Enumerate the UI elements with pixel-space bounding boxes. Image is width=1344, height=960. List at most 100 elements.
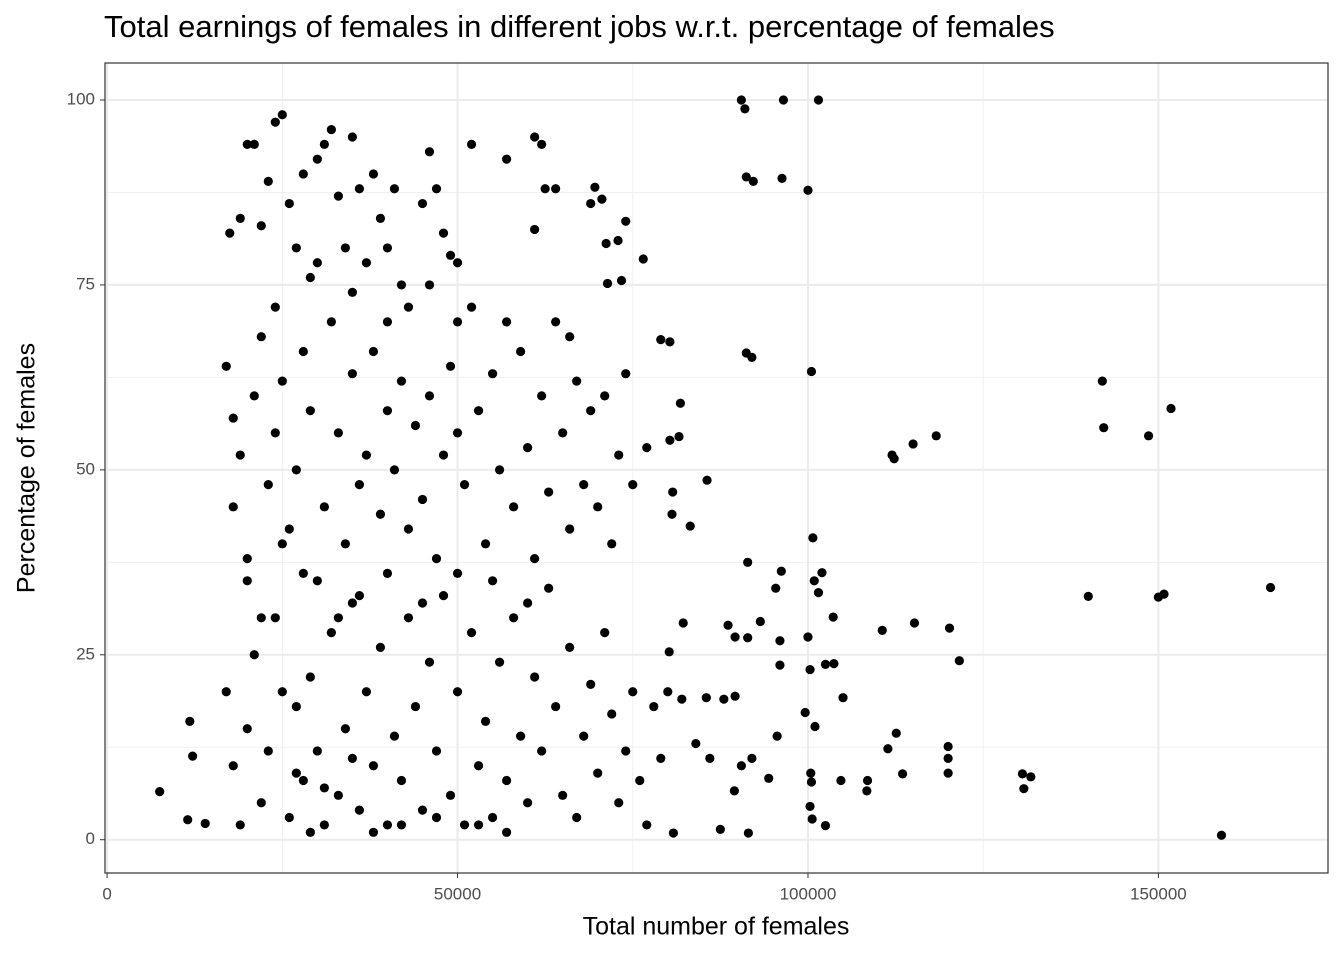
point: [368, 761, 379, 771]
point: [586, 198, 596, 209]
point: [256, 332, 266, 342]
point: [312, 746, 322, 756]
point: [382, 406, 393, 416]
point: [743, 557, 753, 567]
point: [319, 139, 329, 149]
point: [183, 815, 193, 825]
point: [188, 751, 198, 761]
point: [579, 731, 589, 741]
point: [523, 443, 533, 453]
point: [678, 618, 688, 628]
point: [743, 828, 753, 838]
point: [663, 687, 673, 697]
chart-title: Total earnings of females in different j…: [104, 9, 1055, 44]
point: [270, 428, 280, 438]
point: [225, 228, 235, 238]
point: [277, 539, 287, 549]
point: [291, 701, 301, 712]
point: [305, 827, 315, 837]
x-tick-label: 150000: [1130, 884, 1187, 903]
point: [537, 746, 547, 756]
point: [473, 406, 484, 416]
point: [1097, 376, 1107, 386]
point: [943, 753, 953, 763]
y-tick-label: 75: [76, 274, 95, 293]
point: [291, 243, 301, 253]
point: [242, 724, 252, 734]
point: [729, 786, 739, 796]
y-tick-label: 0: [86, 829, 95, 848]
point: [263, 480, 273, 490]
point: [431, 812, 442, 823]
point: [501, 317, 512, 327]
point: [305, 672, 315, 682]
point: [312, 258, 322, 268]
point: [326, 627, 336, 638]
point: [736, 95, 746, 105]
point: [530, 554, 540, 564]
point: [530, 132, 540, 142]
point: [516, 731, 526, 741]
point: [361, 450, 372, 460]
point: [820, 821, 831, 831]
x-tick-label: 100000: [780, 884, 837, 903]
point: [340, 243, 350, 253]
point: [417, 805, 428, 815]
point: [445, 790, 456, 800]
point: [375, 213, 386, 223]
point: [235, 820, 245, 830]
point: [771, 583, 781, 593]
point: [249, 650, 259, 660]
point: [368, 346, 379, 357]
point: [375, 509, 386, 519]
point: [431, 184, 442, 194]
point: [445, 361, 456, 371]
point: [537, 391, 547, 401]
point: [284, 812, 294, 823]
point: [382, 568, 393, 579]
point: [1216, 830, 1227, 840]
point: [256, 798, 266, 808]
point: [270, 117, 280, 127]
point: [319, 783, 329, 793]
point: [1166, 403, 1176, 414]
point: [277, 687, 287, 697]
point: [944, 623, 955, 633]
point: [862, 775, 873, 786]
point: [597, 194, 607, 204]
point: [616, 275, 627, 286]
point: [664, 647, 674, 657]
point: [228, 761, 238, 771]
point: [614, 798, 624, 808]
point: [586, 406, 596, 416]
point: [621, 746, 631, 756]
point: [565, 332, 575, 342]
point: [200, 818, 210, 829]
point: [551, 701, 561, 712]
point: [883, 744, 893, 754]
point: [736, 761, 746, 771]
point: [889, 454, 899, 464]
point: [221, 361, 231, 371]
point: [740, 104, 750, 114]
point: [897, 769, 908, 779]
point: [333, 613, 343, 623]
point: [249, 391, 259, 401]
point: [943, 768, 953, 778]
point: [803, 632, 813, 642]
point: [1026, 772, 1036, 782]
point: [347, 598, 358, 608]
point: [1265, 582, 1276, 593]
point: [877, 625, 887, 635]
point: [668, 487, 678, 497]
point: [452, 428, 463, 438]
point: [452, 568, 463, 579]
point: [424, 657, 435, 667]
point: [685, 521, 695, 531]
point: [375, 642, 386, 652]
point: [424, 280, 435, 290]
point: [715, 824, 725, 834]
point: [298, 775, 308, 786]
point: [602, 278, 613, 289]
point: [347, 369, 358, 379]
